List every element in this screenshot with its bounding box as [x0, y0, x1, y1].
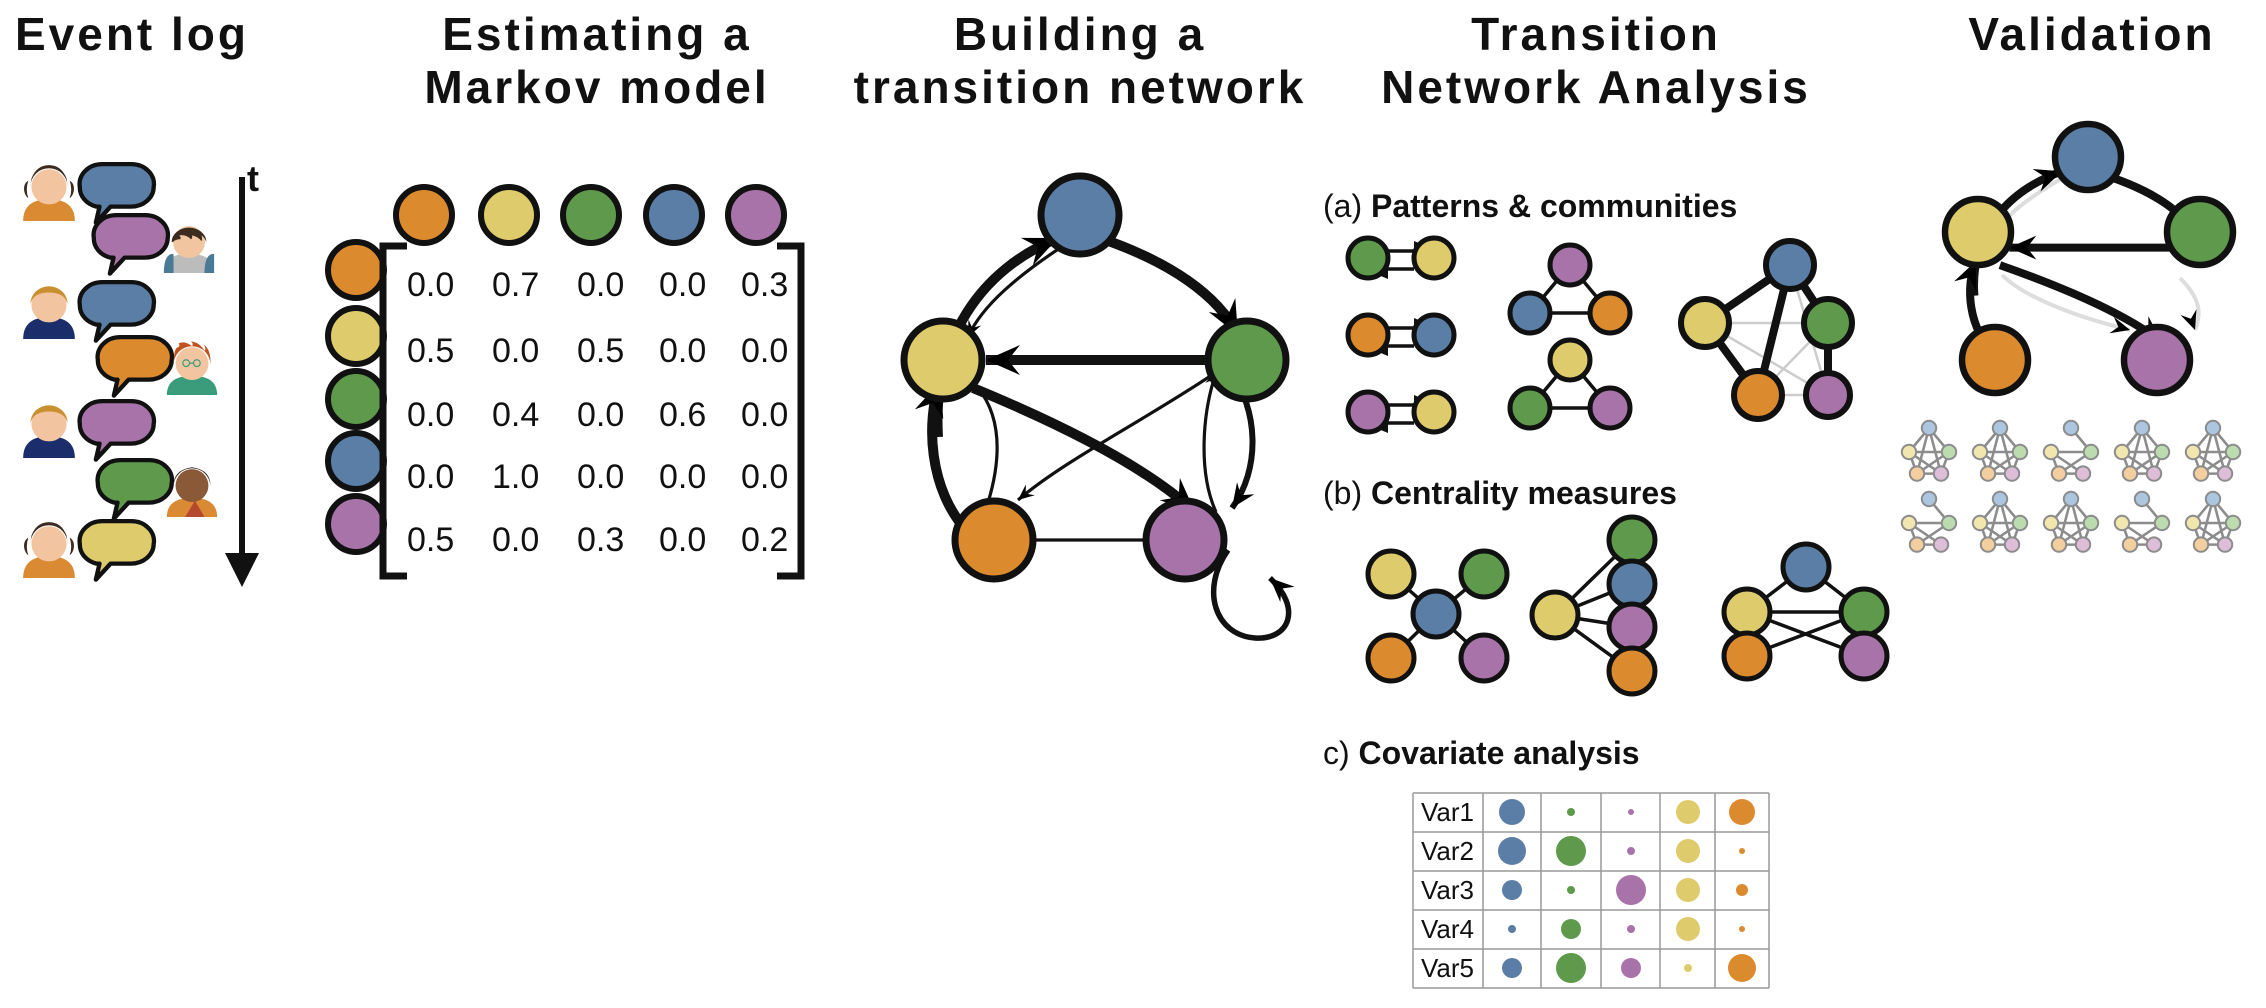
svg-text:Var2: Var2: [1421, 836, 1474, 866]
svg-text:Var1: Var1: [1421, 797, 1474, 827]
svg-text:Var5: Var5: [1421, 953, 1474, 983]
svg-text:Var4: Var4: [1421, 914, 1474, 944]
svg-text:Var3: Var3: [1421, 875, 1474, 905]
